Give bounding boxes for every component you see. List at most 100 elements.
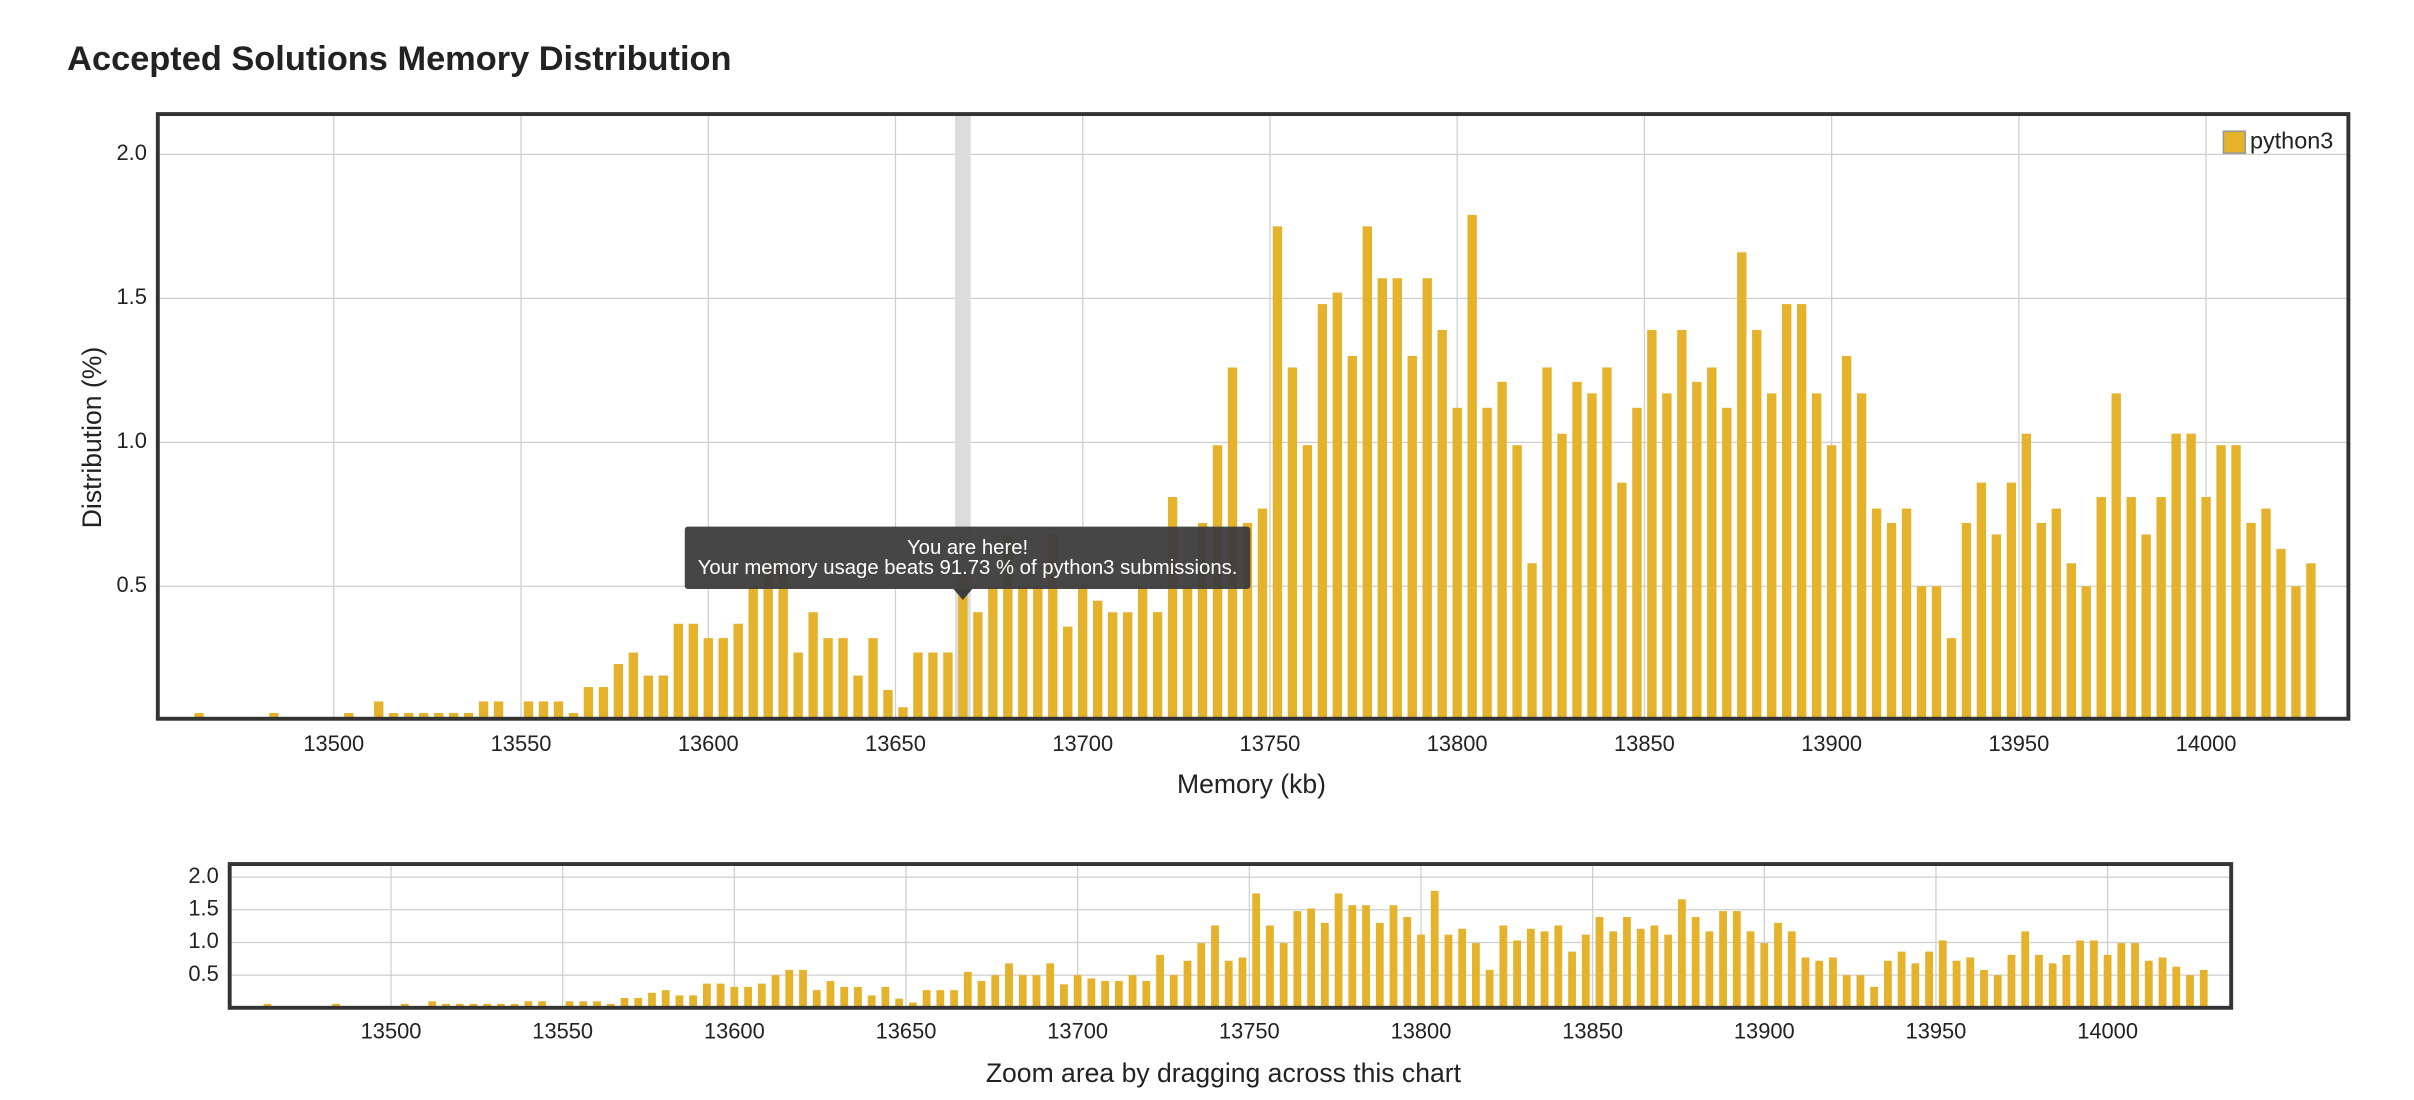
bar bbox=[400, 1003, 409, 1008]
bar bbox=[1774, 922, 1782, 1008]
bar bbox=[673, 623, 683, 719]
bar bbox=[538, 701, 549, 719]
bar bbox=[1437, 330, 1447, 719]
bar bbox=[2141, 534, 2151, 719]
bar bbox=[1334, 893, 1343, 1008]
bar bbox=[1320, 922, 1329, 1008]
bar bbox=[716, 983, 725, 1008]
legend-swatch bbox=[2222, 130, 2247, 154]
bar bbox=[1347, 355, 1358, 719]
bar bbox=[808, 612, 818, 719]
bar bbox=[1662, 393, 1672, 719]
x-tick-label: 13550 bbox=[491, 731, 552, 756]
bar bbox=[991, 975, 1000, 1008]
bar bbox=[1946, 638, 1957, 719]
bar bbox=[1993, 975, 2002, 1008]
bar bbox=[1032, 975, 1041, 1008]
bar bbox=[2021, 931, 2030, 1008]
bar bbox=[675, 995, 684, 1008]
plot-border bbox=[227, 862, 2234, 1010]
bar bbox=[1073, 975, 1082, 1008]
bar bbox=[613, 664, 624, 719]
bar bbox=[1287, 367, 1298, 719]
y-tick-label: 0.5 bbox=[116, 572, 146, 597]
bar bbox=[1152, 612, 1163, 719]
legend-label: python3 bbox=[2250, 127, 2333, 153]
bar bbox=[2021, 433, 2032, 719]
bar bbox=[593, 1001, 601, 1008]
x-tick-label: 13700 bbox=[1052, 731, 1113, 756]
bar bbox=[1938, 940, 1947, 1008]
bar bbox=[1497, 381, 1507, 719]
bar bbox=[1137, 586, 1148, 719]
bar bbox=[1737, 252, 1747, 719]
bar bbox=[442, 1003, 450, 1008]
bar bbox=[1362, 905, 1370, 1008]
bar bbox=[1527, 563, 1537, 719]
bar bbox=[628, 652, 639, 719]
bar bbox=[1142, 981, 1151, 1008]
bar bbox=[469, 1003, 478, 1008]
bar bbox=[2062, 954, 2071, 1008]
bar bbox=[812, 990, 821, 1008]
bar bbox=[854, 986, 862, 1008]
bar bbox=[1617, 482, 1627, 719]
x-tick-label: 13900 bbox=[1801, 731, 1862, 756]
bar bbox=[1046, 963, 1055, 1008]
bar bbox=[433, 712, 444, 719]
bar bbox=[2007, 954, 2016, 1008]
bar bbox=[913, 652, 923, 719]
bar bbox=[988, 586, 998, 719]
bar bbox=[1952, 960, 1961, 1008]
bar bbox=[344, 712, 354, 719]
bar bbox=[194, 712, 204, 719]
bar bbox=[1595, 916, 1604, 1008]
bar bbox=[1677, 899, 1686, 1008]
bar bbox=[2201, 497, 2211, 719]
bar bbox=[1636, 928, 1645, 1008]
bar bbox=[1767, 393, 1777, 719]
bar bbox=[1403, 916, 1412, 1008]
bar bbox=[606, 1003, 615, 1008]
y-tick-label: 1.0 bbox=[188, 928, 218, 953]
bar bbox=[1632, 407, 1642, 719]
bar bbox=[1677, 330, 1687, 719]
bar bbox=[1033, 586, 1043, 719]
bar bbox=[643, 675, 654, 719]
bar bbox=[1901, 508, 1912, 719]
bar bbox=[1796, 304, 1807, 719]
bar bbox=[1883, 960, 1892, 1008]
bar bbox=[881, 986, 890, 1008]
bar bbox=[1167, 497, 1178, 719]
tooltip-box bbox=[684, 526, 1251, 590]
bar bbox=[883, 689, 893, 719]
bar bbox=[799, 969, 807, 1008]
x-tick-label: 13500 bbox=[361, 1019, 422, 1044]
bar bbox=[744, 986, 752, 1008]
bar bbox=[1348, 905, 1357, 1008]
bar bbox=[898, 707, 908, 719]
bar bbox=[2076, 940, 2085, 1008]
bar bbox=[1931, 586, 1942, 719]
bar bbox=[2081, 586, 2091, 719]
bar bbox=[950, 990, 958, 1008]
bar bbox=[1787, 931, 1796, 1008]
bar bbox=[1841, 355, 1852, 719]
bar bbox=[1886, 522, 1897, 719]
bar bbox=[510, 1003, 519, 1008]
bar bbox=[1705, 931, 1714, 1008]
bar bbox=[1707, 367, 1717, 719]
bar bbox=[2111, 393, 2121, 719]
bar bbox=[598, 687, 609, 719]
bar bbox=[1392, 278, 1402, 719]
bar bbox=[1422, 278, 1432, 719]
bar bbox=[771, 975, 780, 1008]
x-tick-label: 13800 bbox=[1391, 1019, 1452, 1044]
bar bbox=[1829, 957, 1837, 1008]
bar bbox=[634, 997, 643, 1008]
bar bbox=[1499, 925, 1508, 1008]
bar bbox=[538, 1001, 547, 1008]
bar bbox=[1467, 214, 1477, 719]
bar bbox=[922, 990, 931, 1008]
bar bbox=[2261, 508, 2271, 719]
